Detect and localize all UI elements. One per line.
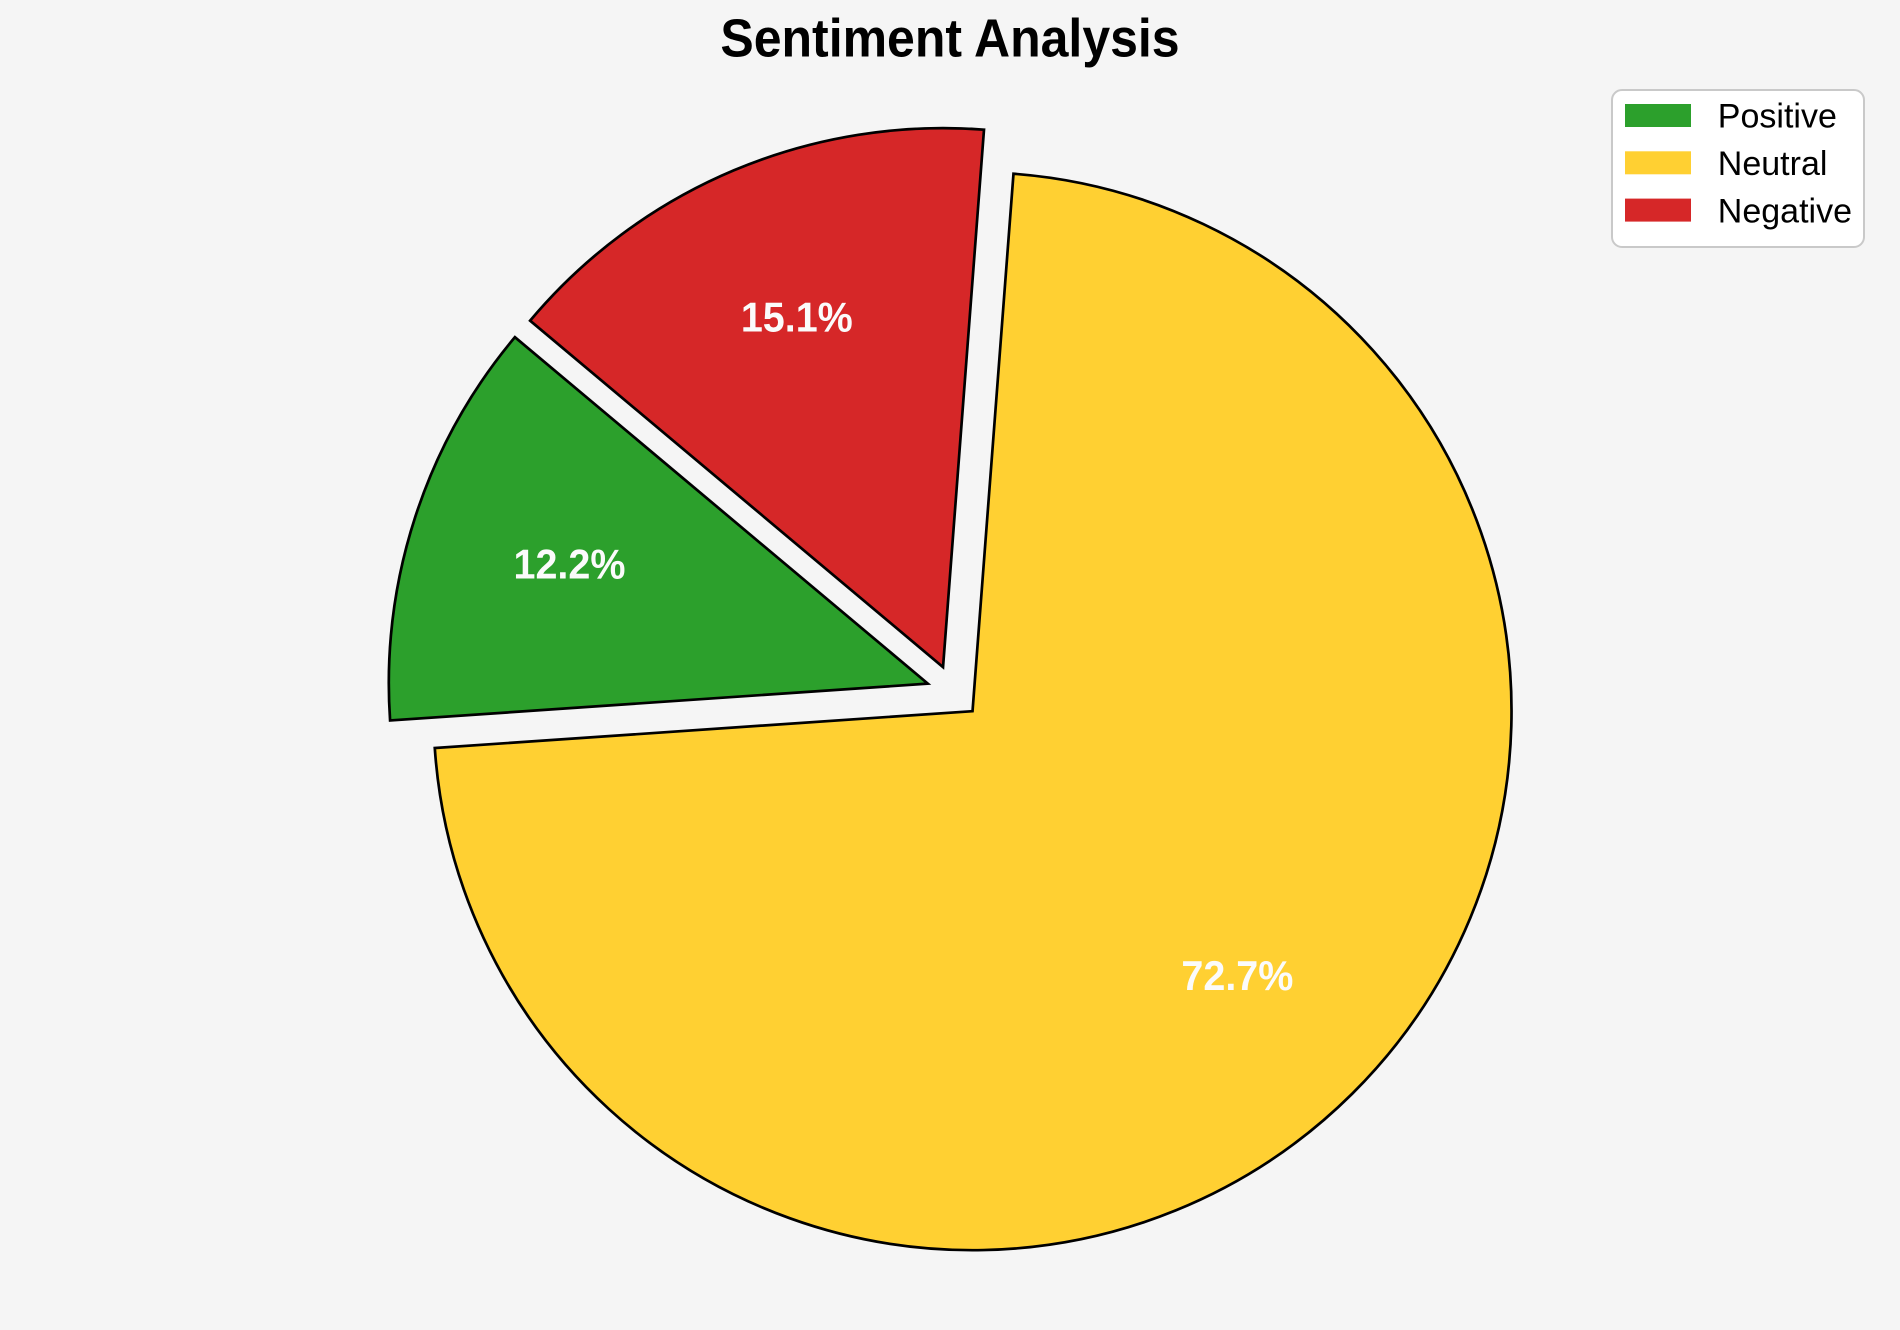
svg-text:72.7%: 72.7%	[1181, 952, 1293, 999]
svg-text:Neutral: Neutral	[1718, 145, 1828, 183]
svg-text:Sentiment Analysis: Sentiment Analysis	[720, 9, 1179, 69]
svg-text:Negative: Negative	[1718, 192, 1852, 230]
svg-text:Positive: Positive	[1718, 98, 1837, 136]
svg-text:12.2%: 12.2%	[514, 541, 626, 588]
svg-text:15.1%: 15.1%	[741, 294, 853, 341]
